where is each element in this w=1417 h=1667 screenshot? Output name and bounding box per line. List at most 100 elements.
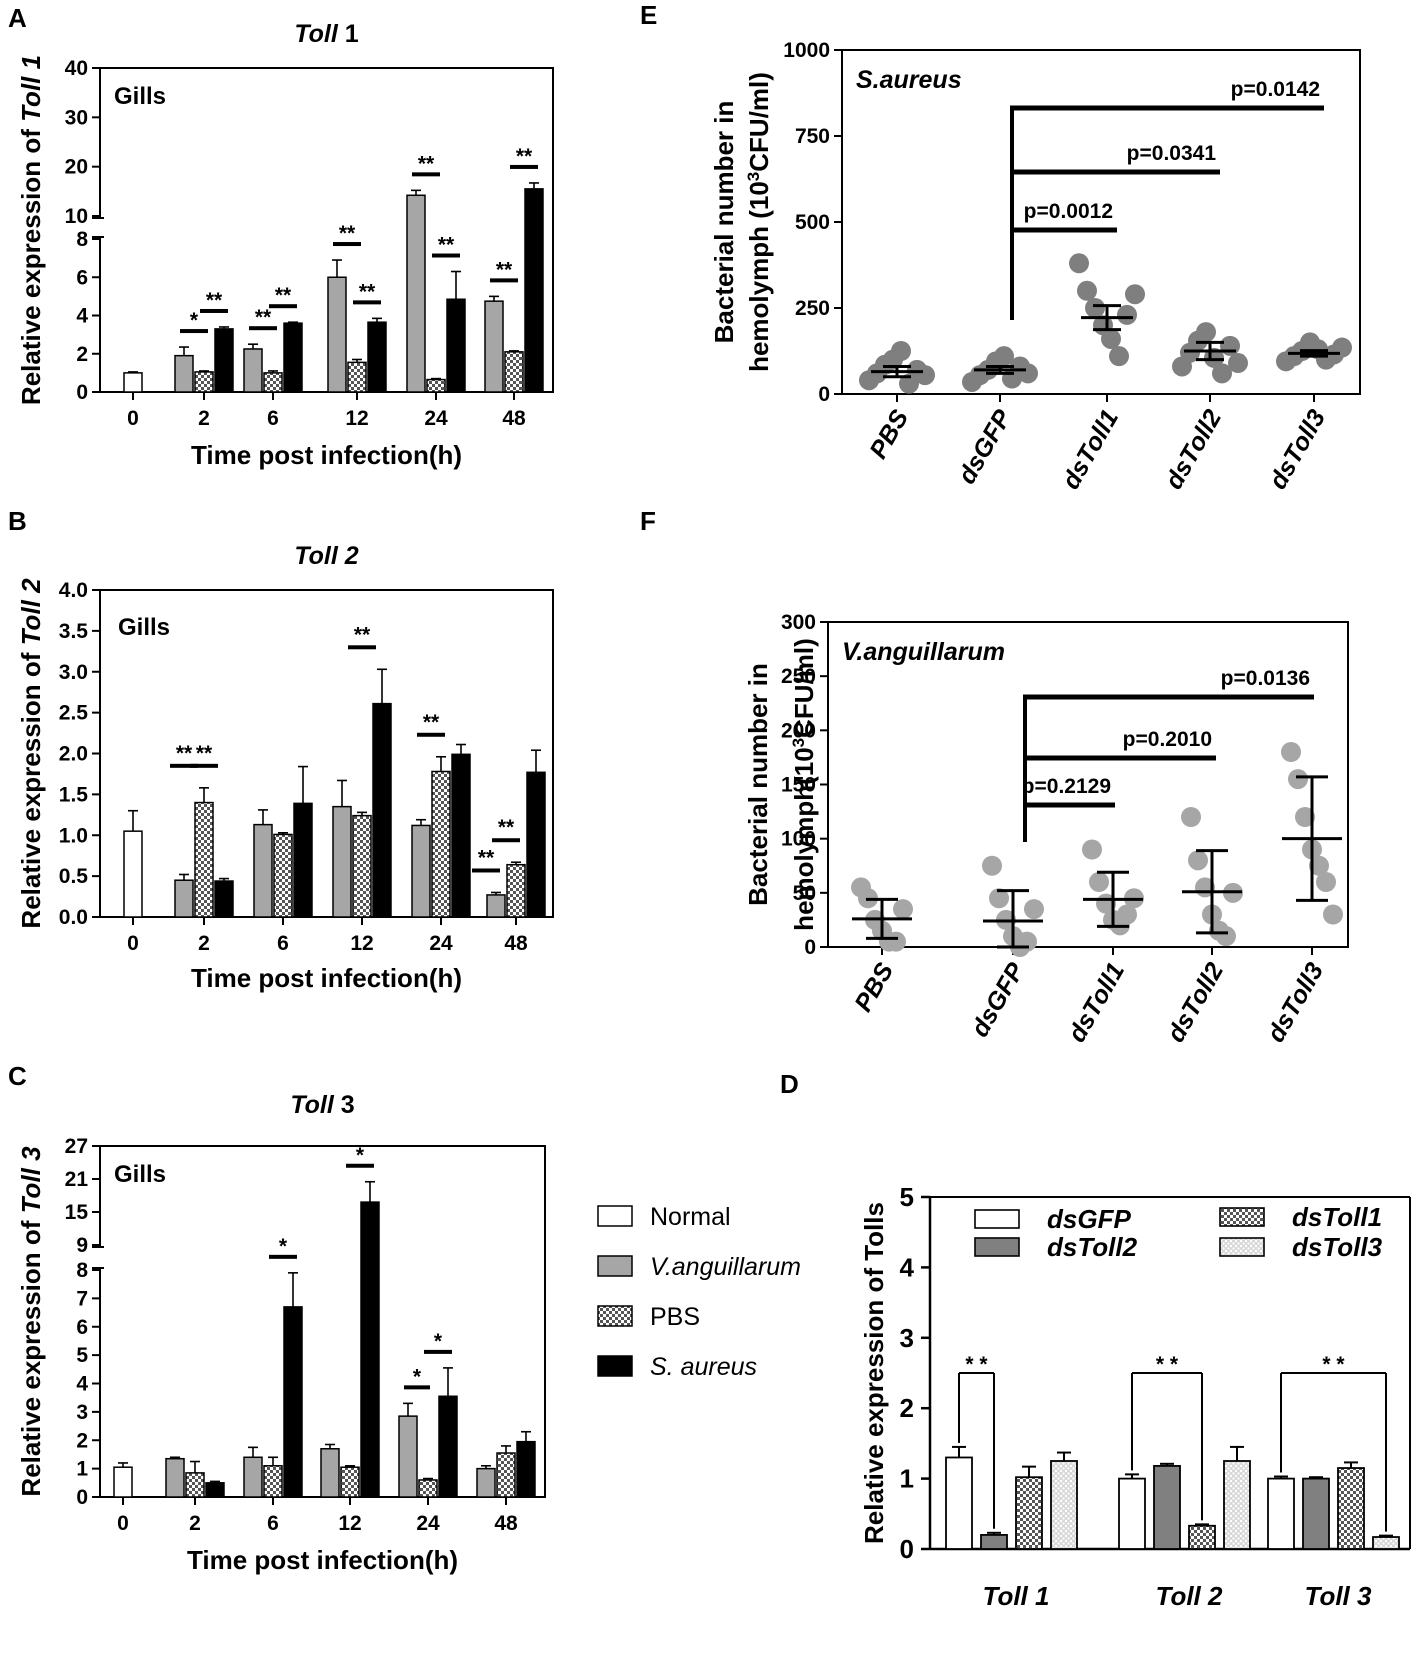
comparison-line <box>1023 802 1115 808</box>
x-tick-label: 2 <box>198 407 210 430</box>
y-tick-label: 30 <box>65 106 88 129</box>
x-axis-label: Time post infection(h) <box>191 963 462 993</box>
y-tick-label: 250 <box>781 665 816 688</box>
significance-line <box>490 278 518 283</box>
legend-label: Normal <box>650 1203 731 1231</box>
bar <box>194 371 214 393</box>
significance-line <box>424 1349 452 1354</box>
axis-break-gap <box>97 1247 103 1268</box>
significance-label: ** <box>478 846 495 869</box>
significance-label: * <box>279 1235 288 1258</box>
bar <box>332 805 352 918</box>
significance-label: * <box>413 1365 422 1388</box>
x-tick-label: dsToll1 <box>1063 958 1131 1047</box>
panel-label-c: C <box>8 1061 27 1091</box>
significance-label: ** <box>438 234 455 257</box>
y-tick-label: 0 <box>804 936 816 959</box>
strain-label: V.anguillarum <box>842 638 1005 666</box>
bar <box>205 1482 225 1498</box>
bar <box>426 378 446 393</box>
p-value-label: p=0.0136 <box>1221 667 1310 690</box>
tissue-label: Gills <box>114 1161 166 1188</box>
y-tick-label: 3.5 <box>59 620 89 643</box>
bar <box>273 833 293 918</box>
x-tick-label: 6 <box>267 407 279 430</box>
bar <box>367 321 387 393</box>
data-point <box>1281 742 1301 762</box>
data-point <box>1181 807 1201 827</box>
x-tick-label: 48 <box>504 932 528 955</box>
bar <box>438 1395 458 1498</box>
y-axis-label-line2: hemolymph (103CFU/ml) <box>744 72 775 372</box>
p-value-label: p=0.0012 <box>1024 200 1113 223</box>
x-tick-label: PBS <box>864 405 914 464</box>
significance-line <box>404 1385 430 1390</box>
data-point <box>1309 855 1329 876</box>
y-tick-label: 27 <box>65 1135 88 1158</box>
y-tick-label: 0.5 <box>59 865 89 888</box>
data-point <box>1109 346 1129 367</box>
significance-line <box>190 763 218 768</box>
data-point <box>1288 769 1308 790</box>
significance-line <box>417 732 445 737</box>
strain-label: S.aureus <box>856 66 962 94</box>
y-axis-label-line2: hemolymph(103CFU/ml) <box>789 638 820 931</box>
data-point <box>1220 335 1240 356</box>
y-tick-label: 0 <box>900 1534 914 1564</box>
bar <box>347 361 367 393</box>
significance-line <box>180 329 208 334</box>
comparison-line <box>1010 105 1324 111</box>
x-tick-label: 24 <box>424 407 448 430</box>
comparison-stem <box>1023 695 1027 842</box>
x-tick-label: dsToll3 <box>1262 958 1330 1047</box>
significance-label: ** <box>423 711 440 734</box>
legend-label: PBS <box>650 1303 700 1331</box>
legend-swatch <box>597 1205 633 1227</box>
bar <box>980 1534 1008 1550</box>
bar <box>476 1467 496 1498</box>
significance-label: ** <box>196 742 213 765</box>
x-axis-label: Time post infection(h) <box>187 1545 458 1575</box>
chart-title: Toll 2 <box>294 542 358 570</box>
y-tick-label: 300 <box>781 611 816 634</box>
legend-swatch <box>597 1305 633 1327</box>
bar <box>123 830 143 918</box>
y-tick-label: 2.0 <box>59 743 88 766</box>
x-tick-label: 24 <box>416 1512 440 1535</box>
x-tick-label: 0 <box>127 407 139 430</box>
bar <box>486 894 506 918</box>
bar <box>1372 1536 1400 1550</box>
bar <box>165 1457 185 1498</box>
y-tick-label: 0 <box>76 381 88 404</box>
legend-label: dsToll3 <box>1292 1232 1383 1262</box>
significance-label: * * <box>1322 1353 1345 1376</box>
x-tick-label: 2 <box>198 932 210 955</box>
y-tick-label: 8 <box>76 228 88 251</box>
bar <box>504 351 524 393</box>
bar <box>524 188 544 393</box>
significance-label: * * <box>965 1353 988 1376</box>
y-tick-label: 500 <box>795 211 830 234</box>
legend-swatch <box>1219 1237 1265 1257</box>
y-tick-label: 10 <box>65 205 88 228</box>
y-tick-label: 1 <box>76 1458 88 1481</box>
significance-label: ** <box>339 222 356 245</box>
y-axis-label: Relative expression of Tolls <box>859 1202 889 1544</box>
x-tick-label: dsToll3 <box>1264 405 1332 494</box>
significance-line <box>353 300 381 305</box>
y-tick-label: 100 <box>781 828 816 851</box>
significance-label: ** <box>354 623 371 646</box>
y-tick-label: 6 <box>76 266 88 289</box>
bar <box>194 801 214 918</box>
y-tick-label: 8 <box>76 1259 88 1282</box>
bar <box>526 771 546 918</box>
comparison-line <box>1023 755 1216 761</box>
x-tick-label: 0 <box>127 932 139 955</box>
y-tick-label: 2.5 <box>59 702 89 725</box>
panel-label-f: F <box>640 506 656 536</box>
legend-label: V.anguillarum <box>650 1253 801 1281</box>
bar <box>263 1465 283 1498</box>
data-point <box>1089 872 1109 892</box>
bar <box>253 823 273 918</box>
